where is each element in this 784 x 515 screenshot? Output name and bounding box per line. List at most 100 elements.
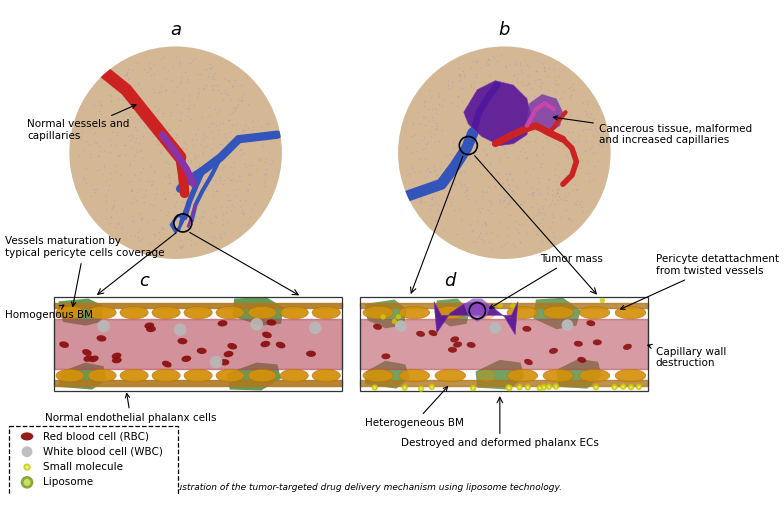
Point bbox=[116, 79, 129, 88]
Point bbox=[521, 93, 534, 101]
Point bbox=[526, 225, 539, 233]
Point bbox=[485, 140, 497, 148]
Point bbox=[574, 200, 586, 209]
Point bbox=[471, 234, 484, 242]
Point bbox=[430, 118, 442, 127]
Point bbox=[146, 132, 158, 140]
Point bbox=[426, 116, 439, 124]
Point bbox=[564, 93, 577, 101]
Point bbox=[219, 86, 231, 94]
Circle shape bbox=[430, 386, 434, 388]
Point bbox=[198, 236, 211, 245]
Point bbox=[413, 167, 426, 176]
Circle shape bbox=[22, 447, 32, 457]
Point bbox=[208, 81, 220, 90]
Point bbox=[223, 110, 236, 118]
Point bbox=[129, 126, 142, 134]
Point bbox=[96, 169, 108, 178]
Point bbox=[580, 169, 593, 177]
Point bbox=[454, 178, 466, 186]
Point bbox=[504, 82, 517, 91]
Point bbox=[457, 167, 470, 175]
Point bbox=[448, 174, 461, 182]
Point bbox=[584, 110, 597, 118]
Point bbox=[133, 175, 146, 183]
Point bbox=[143, 240, 156, 248]
Point bbox=[547, 134, 560, 142]
Ellipse shape bbox=[435, 369, 466, 382]
Point bbox=[259, 158, 271, 166]
Point bbox=[470, 57, 483, 65]
Point bbox=[180, 140, 192, 148]
Circle shape bbox=[594, 386, 597, 389]
Point bbox=[550, 124, 563, 132]
Point bbox=[179, 68, 191, 77]
Point bbox=[209, 158, 222, 166]
Point bbox=[460, 192, 473, 200]
Point bbox=[419, 198, 431, 206]
Point bbox=[122, 91, 135, 99]
Point bbox=[154, 147, 166, 156]
Circle shape bbox=[546, 384, 552, 390]
Circle shape bbox=[506, 384, 512, 391]
Point bbox=[570, 200, 583, 208]
Point bbox=[197, 149, 209, 158]
Point bbox=[103, 91, 115, 99]
Point bbox=[503, 101, 516, 110]
Point bbox=[133, 147, 146, 155]
Point bbox=[466, 139, 478, 147]
Point bbox=[127, 217, 140, 225]
Point bbox=[239, 121, 252, 129]
Ellipse shape bbox=[416, 331, 425, 337]
Point bbox=[519, 154, 532, 163]
Point bbox=[106, 204, 118, 213]
Point bbox=[182, 104, 194, 112]
Point bbox=[504, 197, 517, 205]
Ellipse shape bbox=[220, 359, 230, 365]
Point bbox=[230, 104, 243, 112]
Point bbox=[216, 118, 229, 127]
Point bbox=[501, 175, 514, 183]
Point bbox=[488, 182, 501, 190]
Point bbox=[530, 211, 543, 219]
Point bbox=[495, 52, 507, 60]
Point bbox=[468, 128, 481, 136]
Point bbox=[169, 131, 182, 139]
Ellipse shape bbox=[363, 369, 394, 382]
Point bbox=[185, 59, 198, 67]
Point bbox=[103, 123, 115, 131]
Point bbox=[101, 186, 114, 195]
Text: d: d bbox=[445, 271, 456, 289]
Point bbox=[226, 142, 238, 150]
Point bbox=[193, 88, 205, 96]
Point bbox=[97, 147, 110, 156]
Point bbox=[514, 147, 526, 155]
Point bbox=[451, 230, 463, 238]
Point bbox=[225, 163, 238, 171]
Point bbox=[480, 61, 492, 70]
Point bbox=[470, 238, 482, 246]
Point bbox=[470, 197, 482, 205]
Point bbox=[205, 81, 218, 90]
Point bbox=[125, 232, 137, 240]
Point bbox=[125, 217, 138, 225]
Point bbox=[521, 61, 533, 69]
Point bbox=[121, 68, 133, 76]
Point bbox=[125, 130, 137, 139]
Point bbox=[118, 92, 131, 100]
Bar bbox=[360, 297, 648, 391]
Point bbox=[194, 70, 207, 78]
Point bbox=[162, 125, 175, 133]
Point bbox=[230, 177, 243, 185]
Point bbox=[576, 156, 589, 164]
Bar bbox=[54, 380, 343, 386]
Point bbox=[474, 170, 487, 178]
Point bbox=[170, 53, 183, 61]
Point bbox=[202, 123, 215, 131]
Ellipse shape bbox=[89, 355, 99, 362]
Point bbox=[425, 132, 437, 140]
Text: a: a bbox=[170, 21, 181, 39]
Point bbox=[413, 155, 426, 163]
Ellipse shape bbox=[363, 306, 394, 319]
Point bbox=[100, 191, 112, 199]
